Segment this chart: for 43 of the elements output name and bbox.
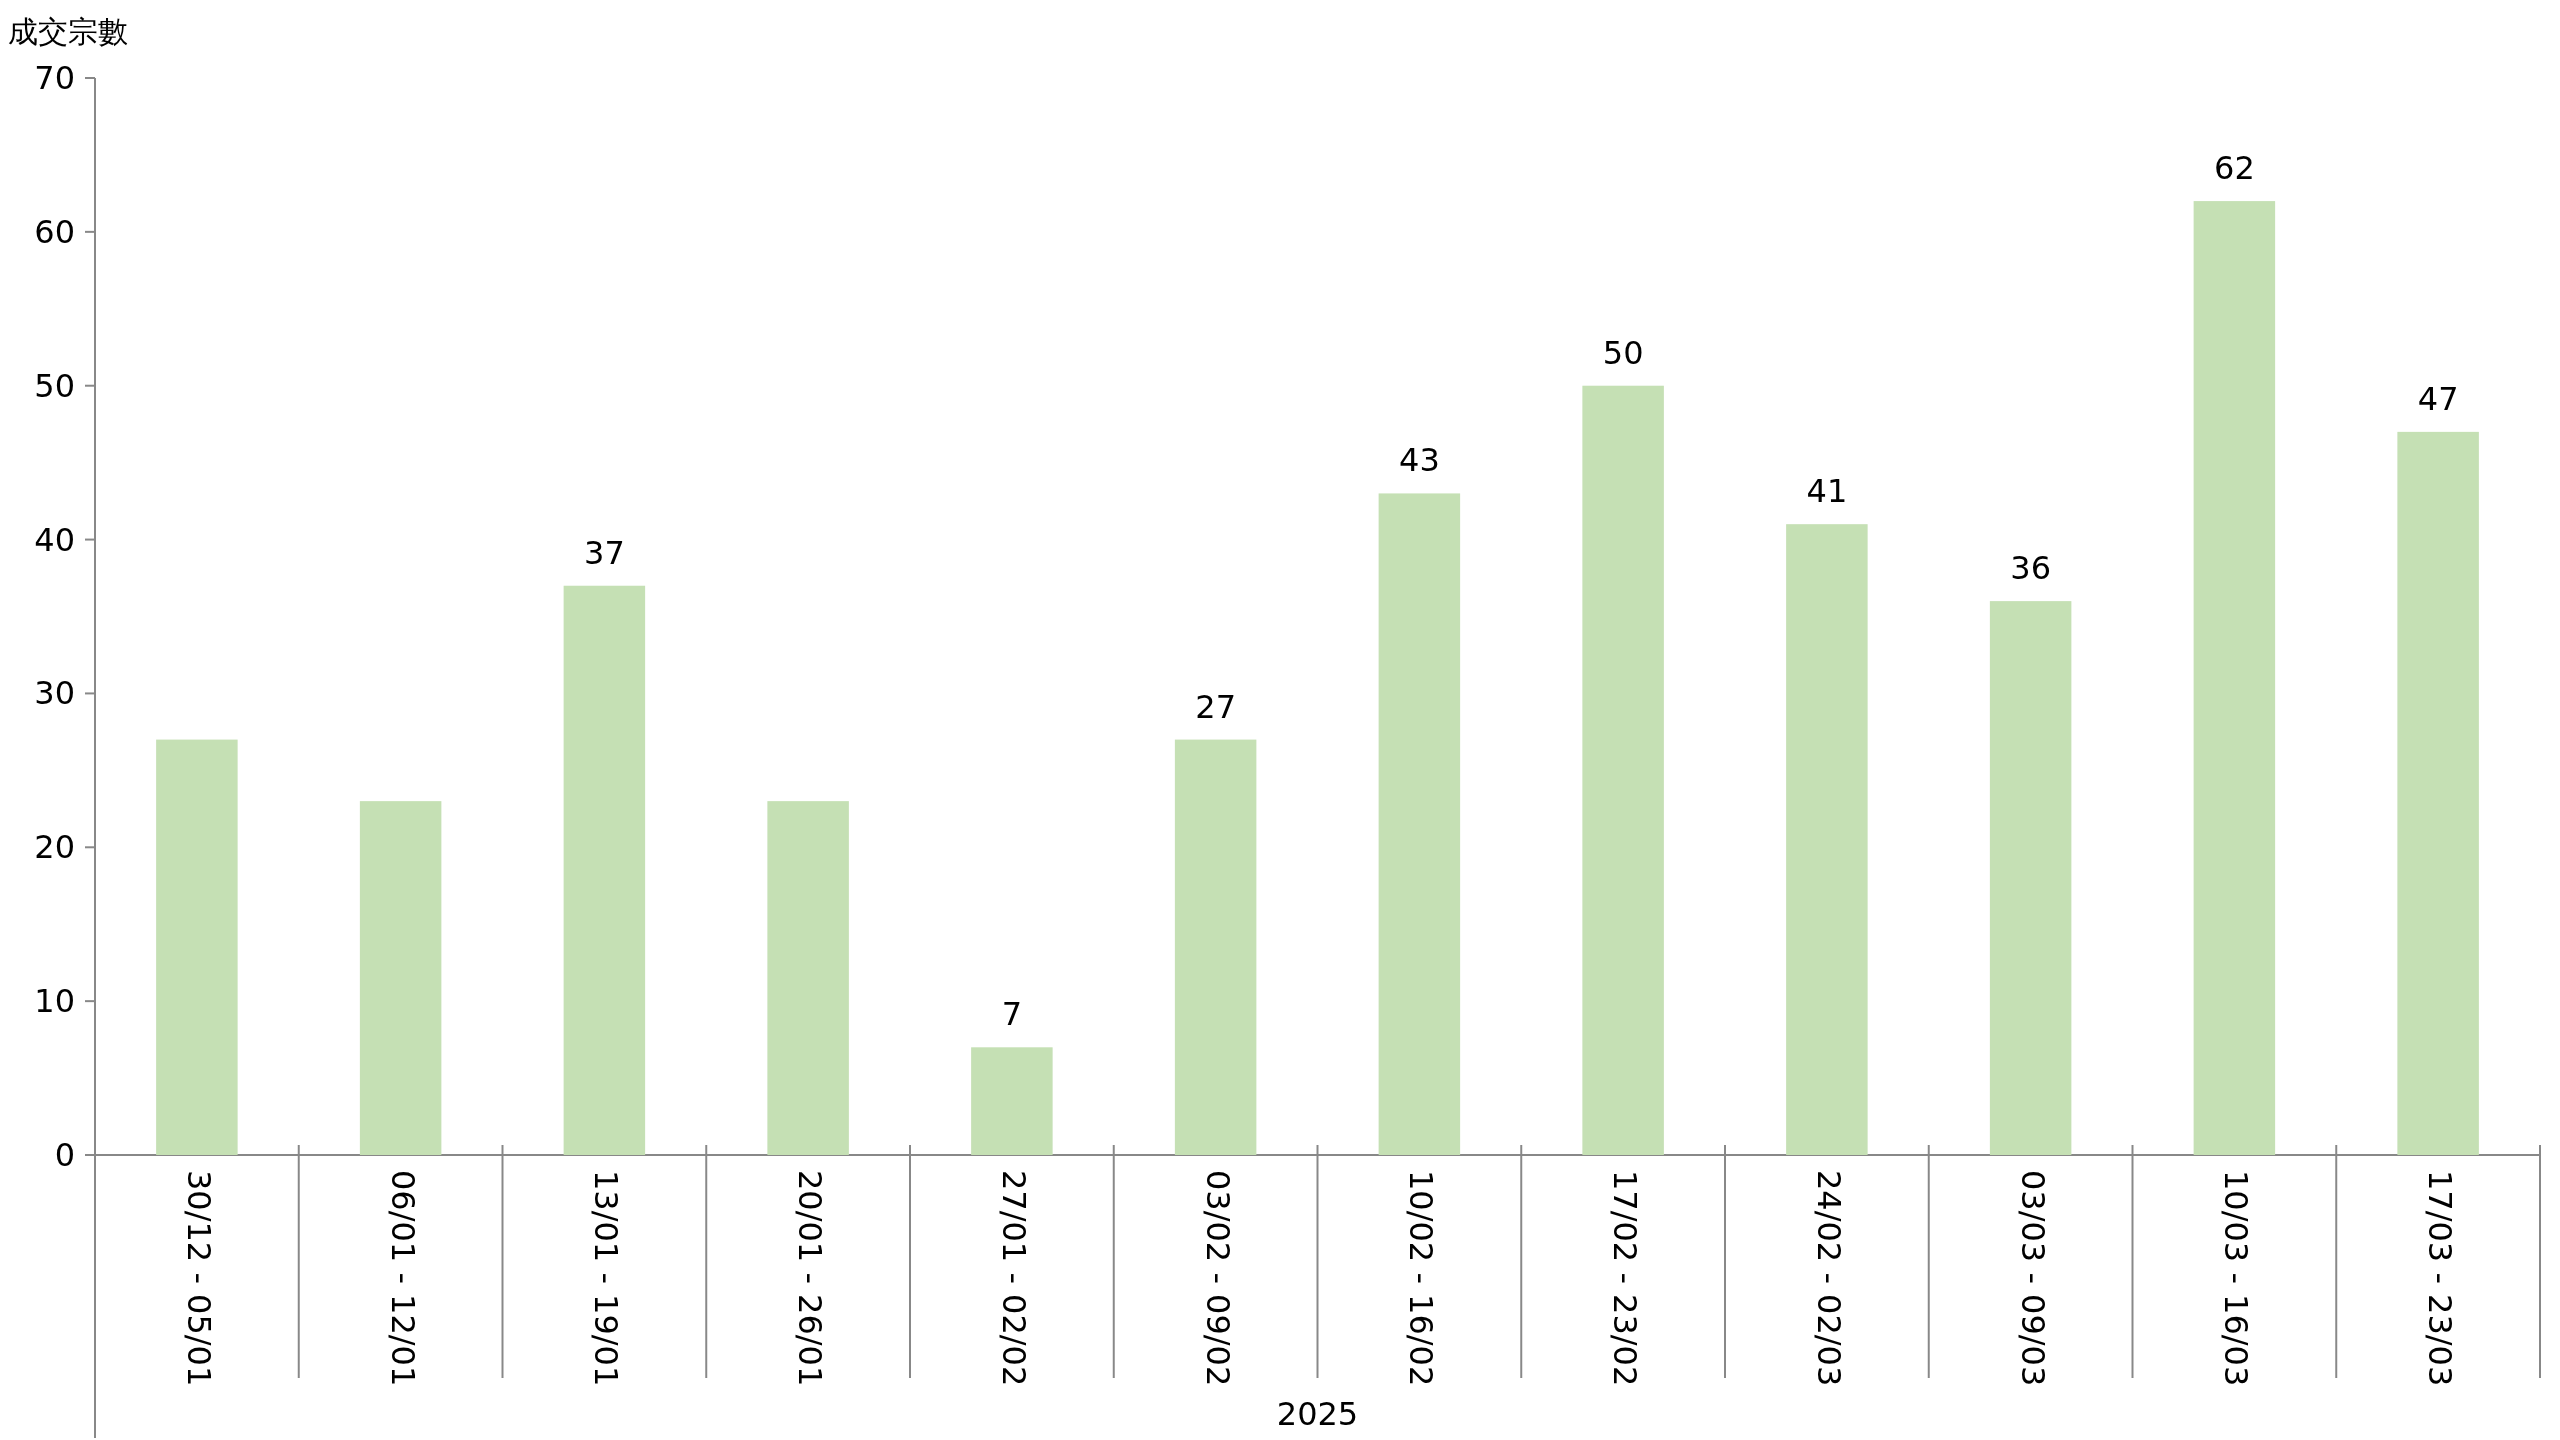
bar	[1989, 601, 2072, 1155]
bar	[2397, 431, 2479, 1155]
data-label: 7	[1001, 995, 1023, 1034]
y-tick-label: 10	[34, 982, 75, 1021]
bar	[1378, 493, 1461, 1155]
bar	[767, 801, 849, 1155]
y-tick-label: 20	[34, 828, 75, 867]
y-tick-label: 0	[54, 1136, 75, 1174]
y-tick-label: 60	[34, 212, 75, 251]
data-label: 50	[1602, 333, 1644, 372]
data-label: 47	[2417, 379, 2459, 418]
x-tick-label: 20/01 - 26/01	[791, 1170, 830, 1387]
x-axis-title: 2025	[1276, 1395, 1359, 1433]
x-tick-label: 03/03 - 09/03	[2013, 1170, 2052, 1387]
y-tick-label: 70	[34, 59, 75, 97]
x-tick-label: 13/01 - 19/01	[587, 1170, 626, 1387]
bar	[156, 739, 238, 1155]
x-tick-label: 30/12 - 05/01	[179, 1170, 218, 1387]
x-tick-label: 27/01 - 02/02	[994, 1170, 1033, 1387]
data-label: 62	[2214, 149, 2255, 188]
x-tick-label: 17/03 - 23/03	[2421, 1170, 2460, 1387]
x-tick-label: 10/02 - 16/02	[1402, 1170, 1441, 1387]
y-axis-title: 成交宗數	[8, 14, 128, 49]
data-label: 41	[1806, 472, 1848, 511]
bar	[563, 585, 646, 1155]
x-tick-label: 10/03 - 16/03	[2217, 1170, 2256, 1387]
x-tick-label: 03/02 - 09/02	[1198, 1170, 1237, 1387]
data-label: 36	[2010, 549, 2051, 588]
bar	[1582, 385, 1664, 1155]
data-label: 43	[1399, 441, 1440, 480]
bar	[1786, 524, 1868, 1155]
x-tick-label: 17/02 - 23/02	[1606, 1170, 1645, 1387]
bar	[971, 1047, 1053, 1155]
x-tick-label: 24/02 - 02/03	[1809, 1170, 1848, 1387]
x-tick-label: 06/01 - 12/01	[383, 1170, 422, 1387]
y-tick-label: 50	[34, 366, 75, 405]
data-label: 37	[584, 533, 625, 572]
bar	[359, 801, 442, 1155]
bar	[2193, 201, 2276, 1155]
bar	[1174, 739, 1257, 1155]
y-tick-label: 40	[34, 520, 75, 559]
data-label: 27	[1195, 687, 1236, 726]
y-tick-label: 30	[34, 674, 75, 713]
